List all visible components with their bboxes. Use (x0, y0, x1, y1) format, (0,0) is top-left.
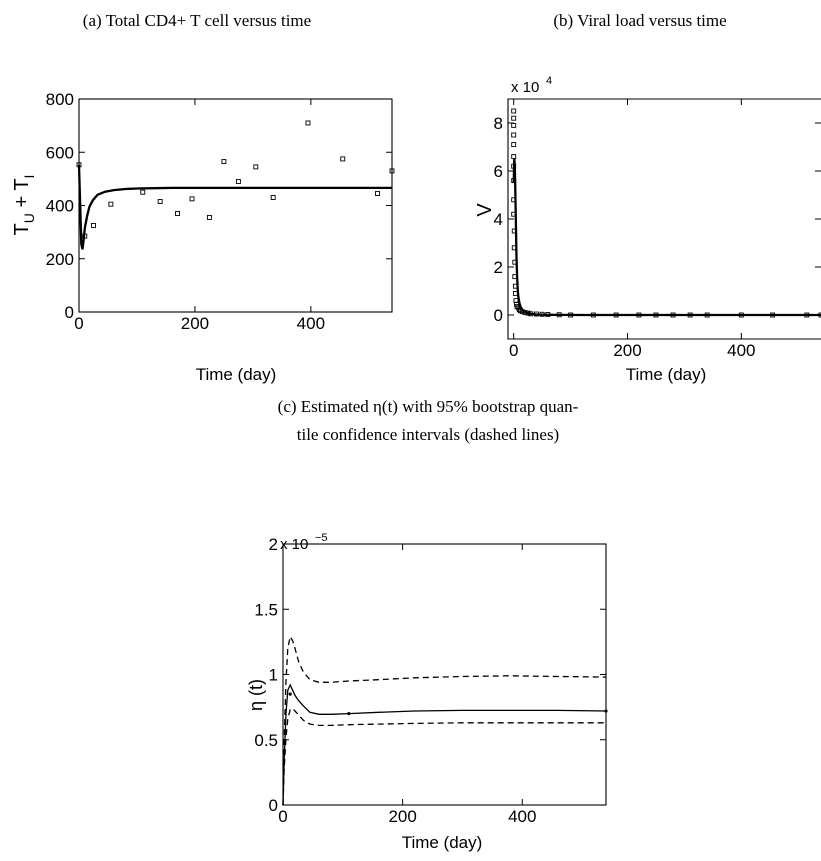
x-tick-label: 200 (181, 314, 209, 333)
y-tick-label: 8 (494, 114, 503, 133)
y-tick-label: 200 (46, 250, 74, 269)
panel-a-title: (a) Total CD4+ T cell versus time (83, 11, 311, 30)
data-point (189, 196, 195, 202)
data-point (511, 108, 517, 114)
panel-a-series-line-1 (77, 164, 392, 250)
y-tick-label: 1 (269, 666, 278, 685)
y-tick-label: 0 (494, 306, 503, 325)
data-point (175, 211, 180, 216)
panel-a-xlabel: Time (day) (196, 365, 277, 384)
panel-a-ylabel: TU + TI (11, 175, 37, 236)
data-point (288, 692, 292, 696)
x-tick-label: 200 (613, 341, 641, 360)
data-point (206, 215, 212, 220)
panel-b-scale-base: x 10 (511, 79, 539, 96)
y-tick-label: 0.5 (254, 731, 278, 750)
y-tick-label: 400 (46, 197, 74, 216)
y-tick-label: 0 (269, 796, 278, 815)
data-point (511, 122, 517, 128)
x-tick-label: 200 (388, 807, 416, 826)
data-point (270, 195, 276, 200)
x-tick-label: 400 (508, 807, 536, 826)
panel-c-plot: 0 200 400 0 0.5 1 1.5 2 (254, 535, 608, 826)
panel-c-axes-frame (282, 543, 607, 806)
data-point (347, 712, 351, 716)
x-tick-label: 0 (74, 314, 83, 333)
panel-b-xlabel: Time (day) (626, 365, 707, 384)
panel-a: (a) Total CD4+ T cell versus time 0 200 40… (11, 11, 395, 384)
data-point (221, 159, 227, 165)
x-tick-label: 400 (727, 341, 755, 360)
data-point (108, 201, 114, 207)
data-point (235, 179, 241, 184)
panel-b-title: (b) Viral load versus time (553, 11, 726, 30)
data-point (511, 154, 517, 160)
panel-c-series-line-1 (282, 634, 607, 806)
y-tick-label: 800 (46, 90, 74, 109)
x-tick-label: 0 (278, 807, 287, 826)
data-point (157, 199, 163, 204)
data-point (340, 156, 346, 162)
data-point (375, 191, 380, 196)
y-tick-label: 1.5 (254, 600, 278, 619)
panel-b: (b) Viral load versus time x 10 4 0 200 40… (474, 11, 821, 384)
panel-b-axes-frame (507, 98, 821, 340)
data-point (511, 132, 517, 138)
y-tick-label: 0 (65, 303, 74, 322)
data-point (604, 709, 608, 713)
panel-c-title-line2: tile confidence intervals (dashed lines) (297, 425, 559, 444)
y-tick-label: 600 (46, 143, 74, 162)
data-point (511, 115, 517, 121)
panel-b-ylabel: V (474, 203, 496, 217)
panel-c: (c) Estimated η(t) with 95% bootstrap qu… (246, 397, 608, 852)
y-tick-label: 2 (269, 535, 278, 554)
data-point (91, 223, 96, 228)
data-point (305, 120, 311, 126)
panel-b-series-line-1 (512, 158, 821, 317)
x-tick-label: 400 (297, 314, 325, 333)
y-tick-label: 2 (494, 258, 503, 277)
y-tick-label: 4 (494, 210, 503, 229)
data-point (140, 189, 146, 195)
panel-b-plot: 0 200 400 0 2 4 6 8 (494, 98, 821, 360)
panel-a-plot: 0 200 400 0 200 400 600 800 (46, 90, 395, 333)
panel-c-title-line1: (c) Estimated η(t) with 95% bootstrap qu… (278, 397, 579, 416)
panel-c-series-line-2 (282, 707, 606, 806)
panel-c-ylabel: η (t) (246, 679, 266, 711)
x-tick-label: 0 (509, 341, 518, 360)
y-tick-label: 6 (494, 162, 503, 181)
data-point (253, 164, 259, 170)
panel-b-scale-exp: 4 (546, 75, 552, 87)
panel-a-axes-frame (78, 98, 393, 313)
panel-c-scale-exp: −5 (315, 532, 328, 544)
panel-c-xlabel: Time (day) (402, 833, 483, 852)
data-point (511, 142, 517, 148)
panel-c-series-line-0 (282, 683, 607, 806)
data-point (389, 168, 395, 174)
